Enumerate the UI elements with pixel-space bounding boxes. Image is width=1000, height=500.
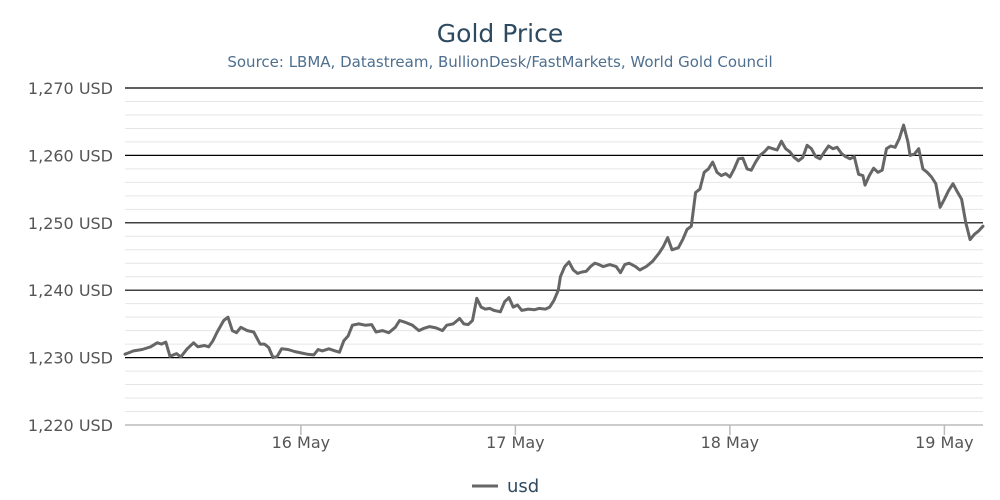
x-axis-ticks: 16 May 17 May 18 May 19 May: [272, 425, 974, 452]
y-tick-label: 1,230 USD: [28, 349, 113, 368]
y-tick-label: 1,260 USD: [28, 146, 113, 165]
x-tick-label: 18 May: [701, 433, 760, 452]
x-tick-label: 16 May: [272, 433, 331, 452]
chart-subtitle: Source: LBMA, Datastream, BullionDesk/Fa…: [227, 53, 772, 71]
y-tick-label: 1,270 USD: [28, 79, 113, 98]
chart-title: Gold Price: [437, 19, 563, 48]
y-tick-label: 1,240 USD: [28, 281, 113, 300]
series-group: [123, 123, 985, 360]
major-grid: [125, 87, 983, 359]
minor-grid: [125, 100, 983, 413]
legend-label: usd: [507, 476, 539, 497]
series-line-usd[interactable]: [123, 123, 985, 360]
y-tick-label: 1,250 USD: [28, 214, 113, 233]
x-tick-label: 17 May: [486, 433, 545, 452]
legend[interactable]: usd: [472, 476, 539, 497]
y-tick-label: 1,220 USD: [28, 416, 113, 435]
y-axis-ticks: 1,220 USD 1,230 USD 1,240 USD 1,250 USD 1,26…: [28, 79, 113, 435]
x-tick-label: 19 May: [915, 433, 974, 452]
